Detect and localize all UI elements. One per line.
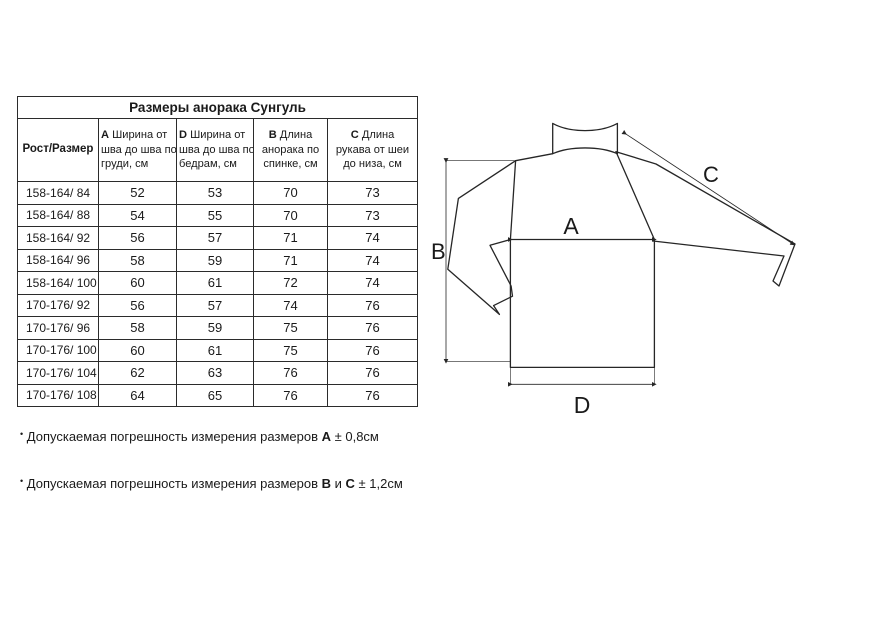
svg-text:B: B xyxy=(431,239,446,264)
svg-text:A: A xyxy=(563,213,579,239)
svg-text:D: D xyxy=(574,392,591,418)
svg-text:C: C xyxy=(703,162,719,187)
